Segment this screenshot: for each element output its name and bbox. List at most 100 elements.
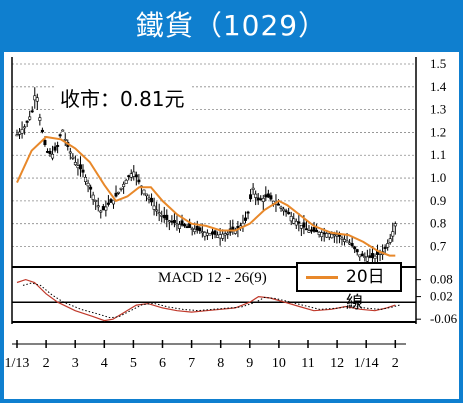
x-tick-label: 7 — [188, 356, 195, 371]
candle-body — [99, 210, 103, 213]
candle-body — [340, 237, 344, 240]
candle-body — [282, 208, 286, 212]
candle-body — [61, 129, 65, 132]
x-tick-label: 6 — [159, 356, 166, 371]
x-tick-label: 1/14 — [354, 356, 379, 371]
candle-body — [320, 232, 324, 237]
candle-body — [20, 129, 24, 134]
candle-body — [370, 253, 374, 258]
candle-body — [210, 231, 214, 235]
candle-body — [317, 231, 321, 235]
price-y-tick-label: 1.2 — [430, 124, 446, 139]
candle-body — [111, 199, 115, 205]
candle-body — [284, 210, 288, 213]
candle-body — [251, 187, 255, 190]
candle-body — [147, 197, 151, 200]
candle-body — [221, 233, 225, 239]
candle-body — [165, 214, 169, 220]
candle-body — [114, 192, 118, 197]
candle-body — [144, 193, 148, 197]
candle-body — [393, 223, 397, 227]
candle-body — [343, 239, 347, 242]
candle-body — [96, 205, 100, 208]
candle-body — [203, 232, 207, 237]
candle-body — [73, 162, 77, 166]
candle-body — [264, 194, 268, 198]
candle-body — [119, 187, 123, 190]
candle-body — [91, 194, 95, 200]
price-y-tick-label: 1.5 — [430, 56, 446, 71]
candle-body — [51, 153, 55, 159]
candle-body — [218, 234, 222, 239]
legend: 20日線 — [296, 262, 402, 313]
legend-ma20-swatch — [306, 276, 338, 279]
candle-body — [304, 228, 308, 231]
macd-label: MACD 12 - 26(9) — [156, 270, 269, 287]
candle-body — [325, 233, 329, 238]
candle-body — [244, 217, 248, 221]
candle-body — [150, 197, 154, 203]
macd-y-tick-label: 0.08 — [430, 272, 453, 287]
candle-body — [223, 233, 227, 236]
candle-body — [124, 179, 128, 184]
candle-body — [391, 231, 395, 237]
candle-body — [213, 230, 217, 235]
candle-body — [15, 134, 19, 137]
candle-body — [185, 226, 189, 229]
candle-body — [45, 151, 49, 153]
candle-body — [127, 175, 131, 178]
candle-body — [216, 234, 220, 238]
candle-body — [53, 146, 57, 151]
candle-body — [373, 255, 377, 259]
candle-body — [266, 193, 270, 198]
candle-body — [327, 233, 331, 238]
candle-body — [18, 131, 22, 135]
candle-body — [71, 156, 75, 159]
price-y-tick-label: 0.8 — [430, 216, 446, 231]
candle-body — [81, 169, 85, 173]
candle-body — [170, 220, 174, 223]
candle-body — [365, 256, 369, 262]
candle-body — [208, 233, 212, 236]
price-y-tick-label: 1.3 — [430, 102, 446, 117]
candle-body — [355, 249, 359, 253]
candle-body — [63, 139, 67, 141]
candle-body — [172, 220, 176, 223]
candle-body — [134, 174, 138, 178]
macd-y-tick-label: 0.02 — [430, 289, 453, 304]
candle-body — [337, 234, 341, 237]
candle-body — [315, 229, 319, 233]
candle-body — [162, 214, 166, 219]
x-tick-label: 3 — [72, 356, 79, 371]
candle-body — [261, 198, 265, 202]
macd-signal-line — [22, 282, 402, 319]
candle-body — [175, 223, 179, 226]
price-y-tick-label: 0.7 — [430, 238, 447, 253]
price-y-tick-label: 1.1 — [430, 147, 446, 162]
candle-body — [106, 202, 110, 205]
candle-body — [322, 232, 326, 235]
candle-body — [38, 117, 42, 121]
candle-body — [259, 198, 263, 201]
candle-body — [35, 97, 39, 102]
close-price-label: 收市：0.81元 — [54, 84, 191, 114]
candle-body — [40, 129, 44, 133]
candle-body — [84, 176, 88, 182]
candle-body — [279, 206, 283, 209]
candle-body — [157, 212, 161, 215]
candle-body — [256, 197, 260, 201]
candle-body — [332, 234, 336, 237]
candle-body — [287, 212, 291, 215]
candle-body — [68, 151, 72, 154]
candle-body — [292, 218, 296, 224]
chart-title: 鐵貨（1029） — [135, 9, 328, 42]
candle-body — [160, 214, 164, 217]
candle-body — [152, 205, 156, 210]
candle-body — [353, 246, 357, 250]
candle-body — [76, 165, 80, 169]
candle-body — [195, 225, 199, 231]
candle-body — [142, 189, 146, 195]
candle-body — [89, 186, 93, 190]
candle-body — [101, 206, 105, 211]
candle-body — [132, 171, 136, 177]
